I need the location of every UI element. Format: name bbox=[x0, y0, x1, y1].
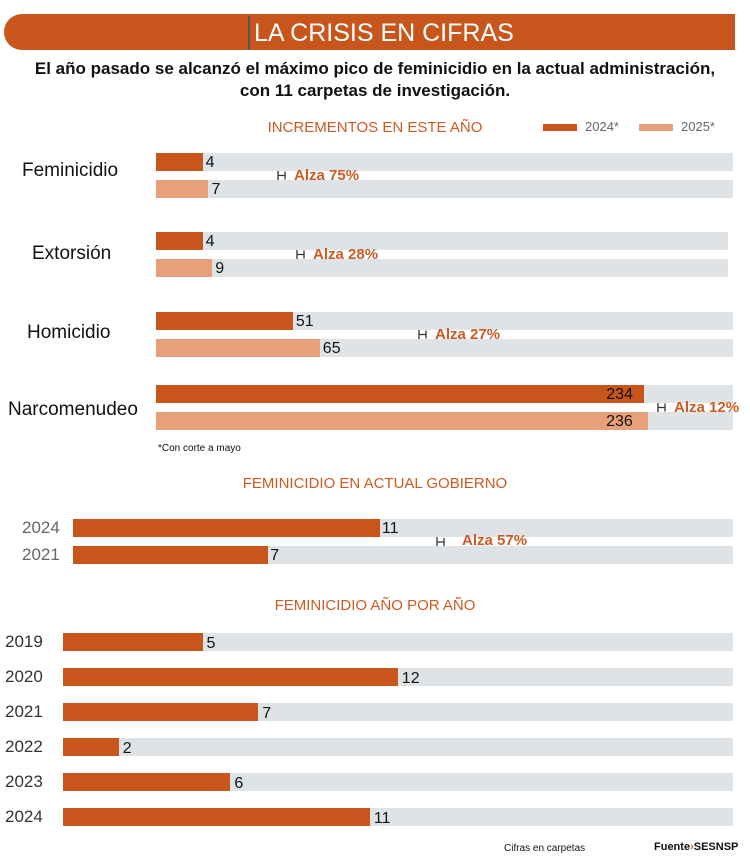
source-name: SESNSP bbox=[693, 841, 739, 853]
data-label: 5 bbox=[206, 635, 216, 652]
data-label: 7 bbox=[211, 181, 221, 198]
year-label: 2023 bbox=[5, 772, 43, 791]
year-label: 2020 bbox=[5, 667, 43, 686]
increase-label: Alza 57% bbox=[462, 532, 528, 549]
page-title: LA CRISIS EN CIFRAS bbox=[248, 16, 514, 50]
bar-2025* bbox=[156, 180, 209, 198]
increase-label: Alza 12% bbox=[674, 398, 740, 416]
year-label: 2021 bbox=[5, 702, 43, 721]
legend-2024: 2024* bbox=[543, 119, 619, 134]
bar-2024 bbox=[63, 808, 370, 826]
year-label: 2024 bbox=[22, 518, 60, 537]
data-label: 6 bbox=[234, 775, 244, 792]
data-label: 12 bbox=[401, 670, 420, 687]
bar-track bbox=[156, 259, 728, 277]
bar-2024 bbox=[73, 519, 380, 537]
data-label: 7 bbox=[270, 547, 280, 564]
bar-track bbox=[63, 738, 733, 756]
source-separator: › bbox=[690, 841, 694, 853]
source: Fuente›SESNSP bbox=[654, 841, 738, 853]
increase-label: Alza 27% bbox=[435, 325, 501, 343]
increase-label: Alza 75% bbox=[294, 166, 360, 184]
year-label: 2021 bbox=[22, 545, 60, 564]
increase-label: Alza 28% bbox=[313, 245, 379, 263]
section-title-gobierno: FEMINICIDIO EN ACTUAL GOBIERNO bbox=[242, 475, 508, 492]
source-label: Fuente bbox=[654, 841, 691, 853]
category-label: Feminicidio bbox=[22, 160, 119, 181]
bar-2024* bbox=[156, 385, 645, 403]
year-label: 2019 bbox=[5, 632, 43, 651]
data-label: 51 bbox=[295, 313, 314, 330]
bar-2025* bbox=[156, 259, 213, 277]
year-label: 2022 bbox=[5, 737, 43, 756]
bar-2024* bbox=[156, 312, 293, 330]
units-note: Cifras en carpetas bbox=[504, 843, 586, 854]
subtitle: El año pasado se alcanzó el máximo pico … bbox=[0, 58, 750, 102]
footnote: *Con corte a mayo bbox=[158, 443, 241, 454]
data-label: 236 bbox=[606, 413, 633, 430]
bar-2025* bbox=[156, 339, 320, 357]
data-label: 7 bbox=[262, 705, 272, 722]
subtitle-line-1: El año pasado se alcanzó el máximo pico … bbox=[34, 59, 716, 78]
year-label: 2024 bbox=[5, 807, 43, 826]
bar-track bbox=[63, 773, 733, 791]
bar-2020 bbox=[63, 668, 398, 686]
legend-label: 2024* bbox=[585, 119, 619, 134]
category-label: Narcomenudeo bbox=[8, 399, 138, 420]
bar-2024* bbox=[156, 153, 203, 171]
bar-track bbox=[156, 232, 728, 250]
bar-2025* bbox=[156, 412, 649, 430]
bar-track bbox=[156, 153, 733, 171]
data-label: 65 bbox=[322, 340, 341, 357]
data-label: 11 bbox=[373, 810, 391, 827]
legend-swatch bbox=[639, 124, 673, 132]
subtitle-line-2: con 11 carpetas de investigación. bbox=[239, 81, 511, 100]
section-title-increments: INCREMENTOS EN ESTE AÑO bbox=[267, 119, 483, 136]
bar-2021 bbox=[73, 546, 269, 564]
bar-2022 bbox=[63, 738, 119, 756]
data-label: 234 bbox=[606, 386, 633, 403]
bar-2021 bbox=[63, 703, 259, 721]
data-label: 11 bbox=[381, 520, 399, 537]
bar-2019 bbox=[63, 633, 203, 651]
bar-track bbox=[63, 633, 733, 651]
bar-track bbox=[156, 312, 733, 330]
category-label: Extorsión bbox=[32, 243, 112, 264]
bar-2023 bbox=[63, 773, 231, 791]
legend-swatch bbox=[543, 124, 577, 132]
data-label: 4 bbox=[205, 154, 215, 171]
section-title-anual: FEMINICIDIO AÑO POR AÑO bbox=[274, 597, 476, 614]
legend-label: 2025* bbox=[681, 119, 715, 134]
data-label: 4 bbox=[205, 233, 215, 250]
legend-2025: 2025* bbox=[639, 119, 715, 134]
bar-track bbox=[156, 180, 733, 198]
data-label: 9 bbox=[215, 260, 225, 277]
bar-2024* bbox=[156, 232, 203, 250]
category-label: Homicidio bbox=[27, 322, 111, 343]
data-label: 2 bbox=[122, 740, 132, 757]
title-banner bbox=[4, 14, 735, 50]
